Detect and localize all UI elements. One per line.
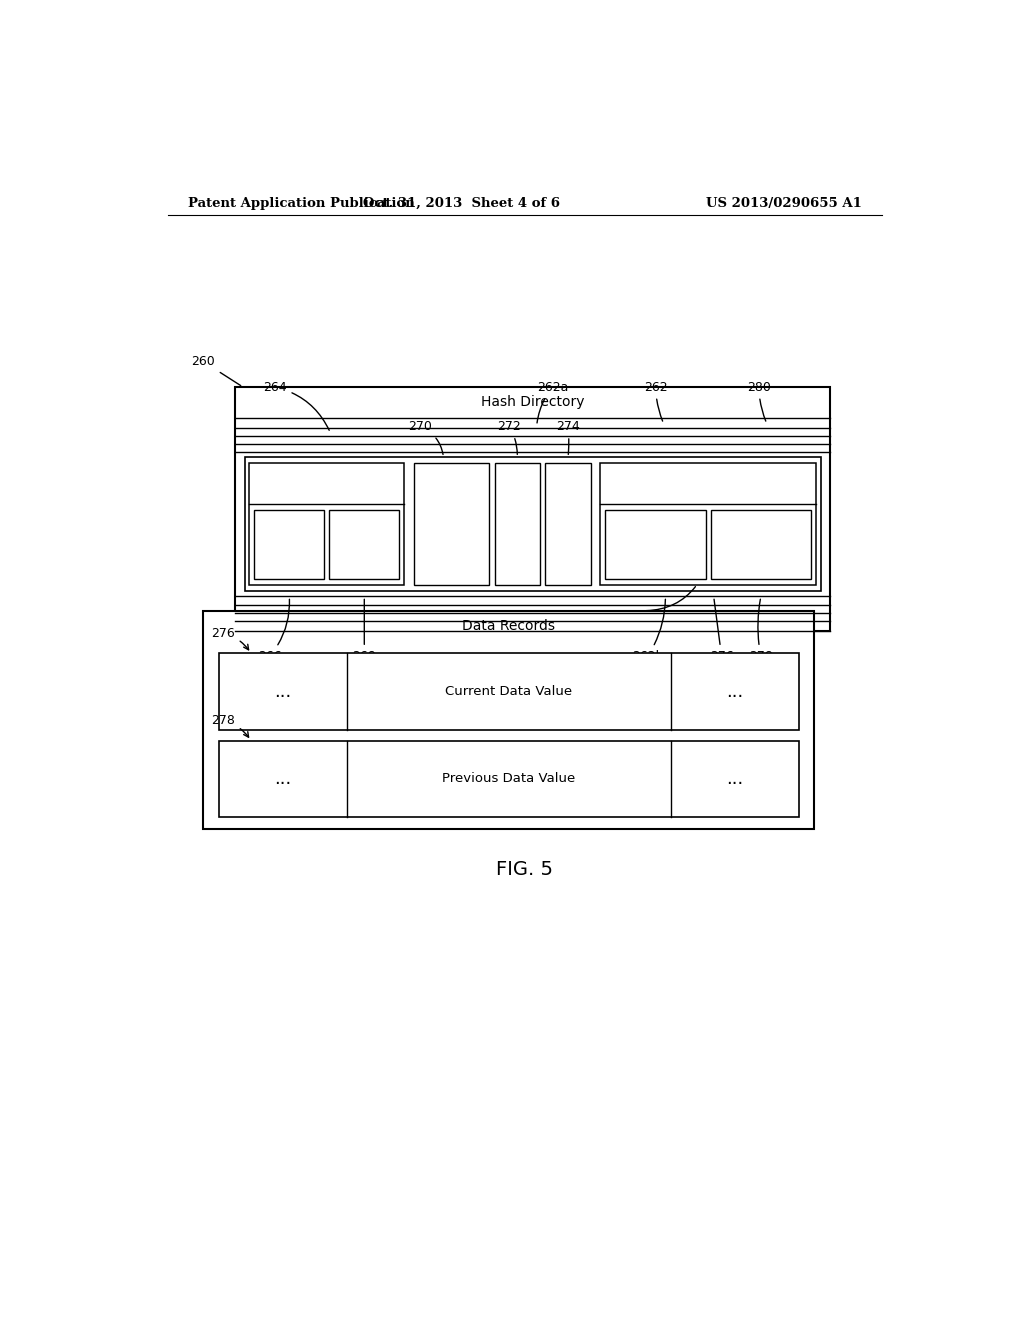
Text: 278: 278 [211,714,249,737]
Text: 282: 282 [646,569,715,611]
Bar [414,463,489,585]
Text: Transaction
Modification Chain: Transaction Modification Chain [279,473,376,495]
Text: US 2013/0290655 A1: US 2013/0290655 A1 [707,197,862,210]
Bar [219,653,799,730]
Bar [219,741,799,817]
Text: Flags: Flags [504,519,531,529]
Text: FIG. 5: FIG. 5 [497,861,553,879]
Bar [236,387,830,631]
Text: Patent Application Publication: Patent Application Publication [187,197,415,210]
Text: 262: 262 [644,380,668,421]
Text: FIG. 4: FIG. 4 [497,677,553,697]
Bar [254,510,325,579]
Text: Transaction
ID: Transaction ID [259,533,319,556]
Text: Oct. 31, 2013  Sheet 4 of 6: Oct. 31, 2013 Sheet 4 of 6 [362,197,560,210]
Text: 272: 272 [498,420,521,454]
Text: 280: 280 [746,380,771,421]
Text: 276: 276 [211,627,249,649]
Bar [546,463,591,585]
Text: Data Record
References: Data Record References [676,473,740,495]
Text: Next
Hash ID: Next Hash ID [344,533,385,556]
Text: ...: ... [274,682,292,701]
Text: ...: ... [274,770,292,788]
Bar [495,463,540,585]
Text: 276: 276 [710,599,733,663]
Bar [605,510,706,579]
Text: Previous
Value ID: Previous Value ID [738,533,783,556]
Bar [600,463,816,585]
Bar [711,510,811,579]
Text: ...: ... [726,682,743,701]
Text: 266: 266 [258,599,290,663]
Bar [245,457,821,591]
Text: 278: 278 [749,599,773,663]
Text: 264: 264 [263,380,329,430]
Bar [329,510,399,579]
Text: Previous Data Value: Previous Data Value [442,772,575,785]
Text: 262b: 262b [632,599,666,663]
Bar [250,463,404,585]
Text: 270: 270 [408,420,443,454]
Bar [204,611,814,829]
Text: 268: 268 [352,599,376,663]
Text: Hash Directory: Hash Directory [481,395,585,409]
Text: Current
Value ID: Current Value ID [634,533,677,556]
Text: 262a: 262a [537,380,568,422]
Text: Uncommitted: Uncommitted [416,519,486,529]
Text: Data Records: Data Records [463,619,555,634]
Text: Current Data Value: Current Data Value [445,685,572,698]
Text: 260: 260 [191,355,241,385]
Text: Keys: Keys [556,519,581,529]
Text: 274: 274 [556,420,580,454]
Text: ...: ... [726,770,743,788]
